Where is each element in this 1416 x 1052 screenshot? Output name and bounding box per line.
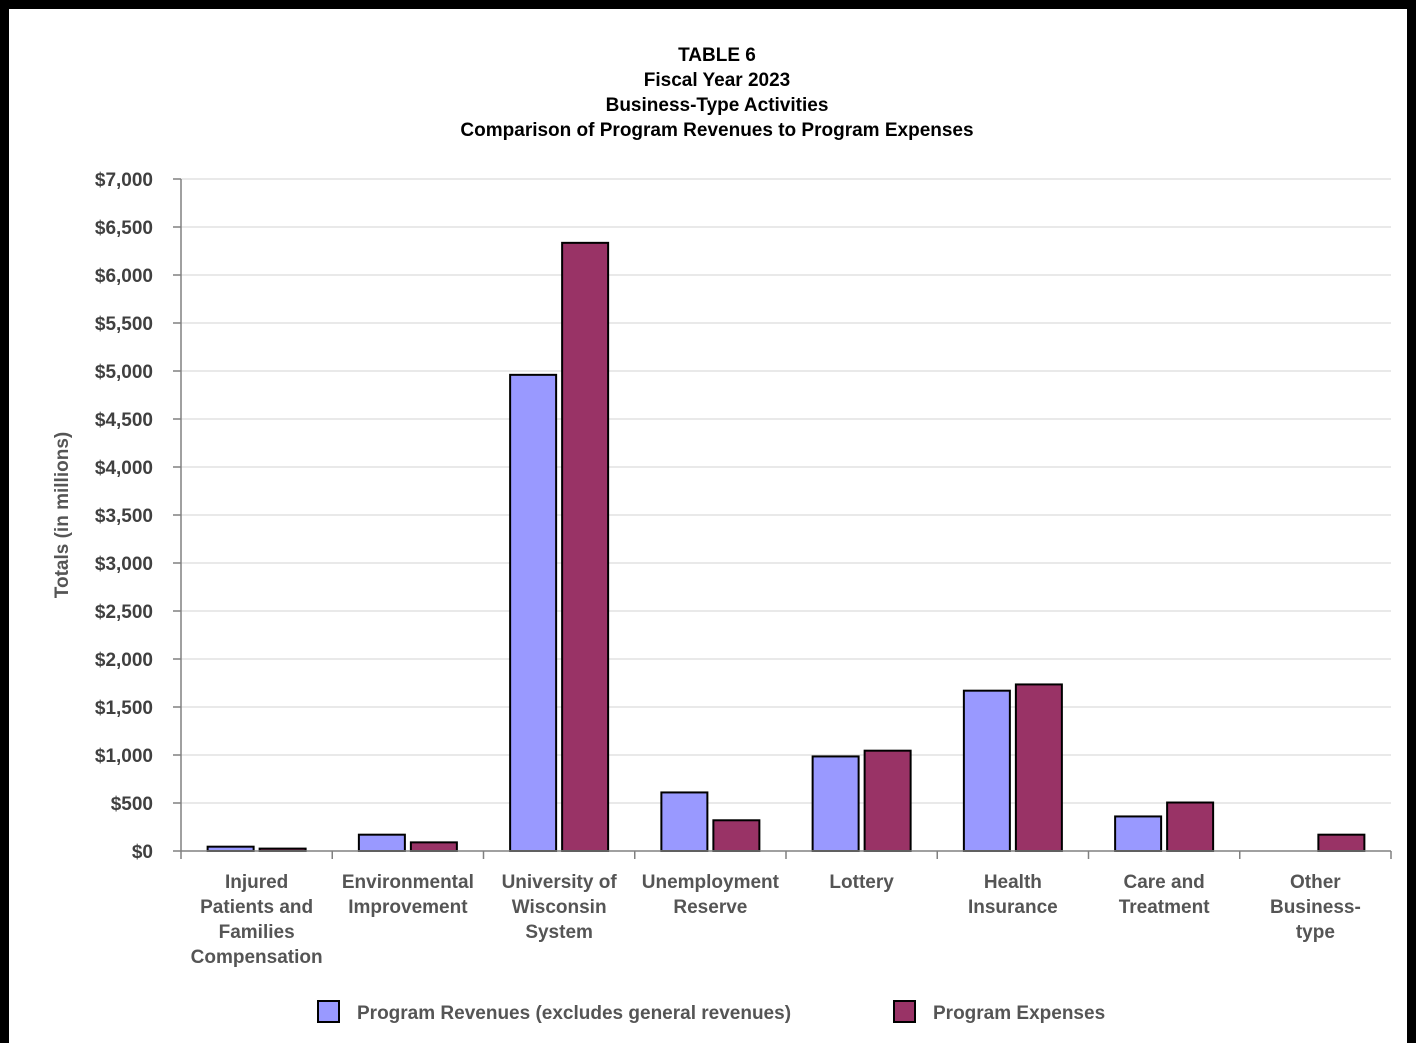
legend-label: Program Revenues (excludes general reven… bbox=[357, 1003, 791, 1024]
bars bbox=[206, 241, 1366, 853]
x-category-label-line: Health bbox=[984, 872, 1042, 893]
bar-program-expenses bbox=[712, 819, 761, 853]
x-category-label-line: Unemployment bbox=[642, 872, 780, 893]
chart-title-line: Comparison of Program Revenues to Progra… bbox=[460, 120, 973, 141]
x-category-label-line: Business- bbox=[1270, 897, 1361, 918]
x-category-label-line: Wisconsin bbox=[512, 897, 607, 918]
y-tick-label: $7,000 bbox=[95, 170, 153, 191]
x-category-label: Unemployment Reserve bbox=[642, 872, 780, 918]
x-category-label-line: Treatment bbox=[1119, 897, 1210, 918]
bar-program-revenues bbox=[660, 791, 709, 853]
x-category-label-line: Families bbox=[219, 922, 295, 943]
x-category-labels: Injured Patients and Families Compensation E… bbox=[191, 872, 1361, 968]
x-category-label: Environmental Improvement bbox=[342, 872, 474, 918]
y-tick-label: $3,500 bbox=[95, 506, 153, 527]
legend-swatch bbox=[893, 1000, 916, 1023]
legend-swatch bbox=[317, 1000, 340, 1023]
y-tick-label: $3,000 bbox=[95, 554, 153, 575]
x-category-label-line: Environmental bbox=[342, 872, 474, 893]
bar-program-revenues bbox=[1114, 815, 1163, 853]
gridlines bbox=[173, 178, 1391, 852]
chart-title-line: Business-Type Activities bbox=[606, 95, 829, 116]
legend: Program Revenues (excludes general reven… bbox=[317, 1000, 1105, 1024]
x-category-label-line: Other bbox=[1290, 872, 1341, 893]
x-category-label-line: Injured bbox=[225, 872, 288, 893]
y-tick-label: $2,500 bbox=[95, 602, 153, 623]
bar-program-expenses bbox=[561, 241, 610, 852]
chart-title-line: TABLE 6 bbox=[678, 45, 756, 66]
x-category-label: Care and Treatment bbox=[1119, 872, 1210, 918]
bar-program-revenues bbox=[811, 755, 860, 852]
y-tick-labels: $0 $500 $1,000 $1,500 $2,000 $2,500 $3,000 $3,5… bbox=[95, 170, 153, 863]
y-tick-label: $0 bbox=[132, 842, 153, 863]
x-category-label-line: Care and bbox=[1123, 872, 1204, 893]
y-axis-title: Totals (in millions) bbox=[52, 432, 73, 598]
y-tick-label: $1,000 bbox=[95, 746, 153, 767]
bar-program-revenues bbox=[357, 833, 406, 852]
y-tick-label: $4,500 bbox=[95, 410, 153, 431]
x-category-label: Health Insurance bbox=[968, 872, 1058, 918]
chart-title-line: Fiscal Year 2023 bbox=[644, 70, 791, 91]
y-tick-label: $5,000 bbox=[95, 362, 153, 383]
x-category-label-line: Compensation bbox=[191, 947, 323, 968]
axes bbox=[180, 179, 1392, 859]
x-category-label-line: Insurance bbox=[968, 897, 1058, 918]
legend-label: Program Expenses bbox=[933, 1003, 1105, 1024]
y-tick-label: $5,500 bbox=[95, 314, 153, 335]
x-category-label: University of Wisconsin System bbox=[502, 872, 618, 943]
y-tick-label: $1,500 bbox=[95, 698, 153, 719]
x-category-label-line: Patients and bbox=[200, 897, 313, 918]
x-category-label-line: type bbox=[1296, 922, 1335, 943]
x-category-label-line: Improvement bbox=[348, 897, 468, 918]
y-tick-label: $4,000 bbox=[95, 458, 153, 479]
y-tick-label: $2,000 bbox=[95, 650, 153, 671]
bar-program-revenues bbox=[509, 373, 558, 852]
x-category-label: Injured Patients and Families Compensation bbox=[191, 872, 323, 968]
x-category-label-line: Lottery bbox=[829, 872, 894, 893]
chart-canvas: TABLE 6 Fiscal Year 2023 Business-Type Act… bbox=[52, 45, 1392, 1024]
x-category-label-line: System bbox=[525, 922, 593, 943]
bar-program-expenses bbox=[1317, 833, 1366, 852]
bar-program-expenses bbox=[1166, 801, 1215, 853]
x-category-label-line: University of bbox=[502, 872, 618, 893]
y-tick-label: $500 bbox=[111, 794, 153, 815]
chart-title: TABLE 6 Fiscal Year 2023 Business-Type Act… bbox=[460, 45, 973, 141]
y-tick-label: $6,500 bbox=[95, 218, 153, 239]
bar-program-expenses bbox=[409, 841, 458, 852]
bar-program-expenses bbox=[863, 749, 912, 852]
y-tick-label: $6,000 bbox=[95, 266, 153, 287]
bar-program-revenues bbox=[962, 689, 1011, 852]
x-category-label-line: Reserve bbox=[673, 897, 747, 918]
bar-program-expenses bbox=[1014, 683, 1063, 852]
x-category-label: Other Business-type bbox=[1270, 872, 1361, 943]
x-category-label: Lottery bbox=[829, 872, 894, 893]
